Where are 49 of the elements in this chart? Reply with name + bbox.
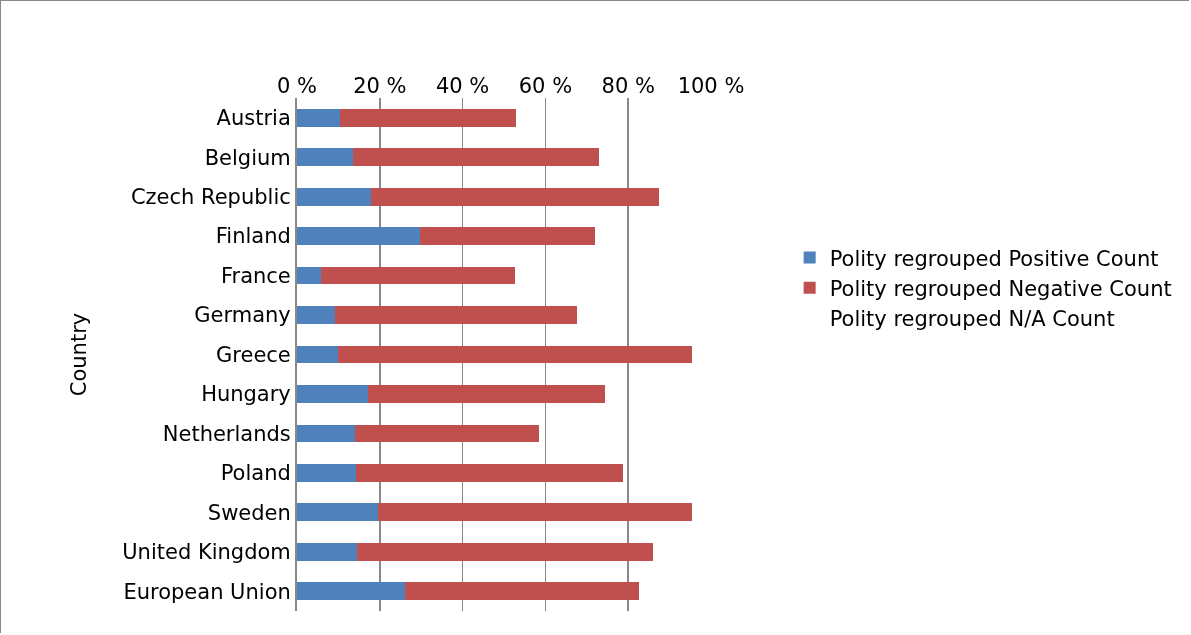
- x-tick-label: 0 %: [277, 73, 317, 98]
- x-tick-label: 40 %: [435, 73, 490, 98]
- bar: [297, 266, 322, 285]
- bar: [352, 148, 599, 167]
- bar: [297, 345, 338, 364]
- y-tick-label: Finland: [215, 224, 291, 249]
- bar: [419, 227, 596, 245]
- bar: [297, 464, 356, 482]
- y-tick-label: Hungary: [201, 382, 291, 407]
- bar: [297, 187, 371, 206]
- bar: [297, 108, 341, 127]
- bar: [335, 306, 578, 324]
- bar: [321, 266, 515, 285]
- bar: [297, 542, 358, 561]
- x-tick-label: 80 %: [601, 73, 655, 98]
- y-axis-title: Country: [66, 312, 91, 397]
- x-tick-label: 20 %: [353, 73, 407, 98]
- legend-label: Polity regrouped Positive Count: [829, 246, 1159, 271]
- bar: [355, 424, 539, 443]
- y-tick-label: Sweden: [207, 500, 291, 525]
- bar: [340, 108, 516, 127]
- x-tick-label: 60 %: [518, 73, 573, 98]
- y-tick-label: European Union: [123, 579, 291, 604]
- y-tick-label: Austria: [216, 106, 291, 131]
- bar: [355, 464, 624, 482]
- bar: [297, 503, 378, 522]
- legend-label: Polity regrouped Negative Count: [829, 276, 1172, 301]
- y-tick-label: Germany: [194, 303, 291, 328]
- bar: [297, 148, 353, 167]
- bar: [405, 582, 640, 601]
- bar: [297, 424, 356, 443]
- bar: [370, 187, 659, 206]
- bar: [297, 582, 406, 601]
- y-tick-label: Czech Republic: [130, 185, 291, 209]
- bar: [297, 227, 420, 245]
- y-tick-label: Netherlands: [162, 421, 291, 446]
- x-tick-label: 100 %: [677, 73, 745, 98]
- y-tick-label: France: [220, 263, 291, 288]
- y-tick-label: Greece: [216, 342, 291, 367]
- y-tick-label: Belgium: [204, 145, 291, 170]
- bar: [297, 385, 368, 403]
- bar: [337, 345, 692, 364]
- y-tick-label: Poland: [220, 461, 291, 486]
- text: Polity regrouped N/A Count: [829, 307, 1115, 332]
- bar: [297, 306, 336, 324]
- bar: [377, 503, 692, 522]
- bar: [357, 542, 654, 561]
- y-tick-label: United Kingdom: [122, 540, 291, 565]
- bar: [367, 385, 606, 403]
